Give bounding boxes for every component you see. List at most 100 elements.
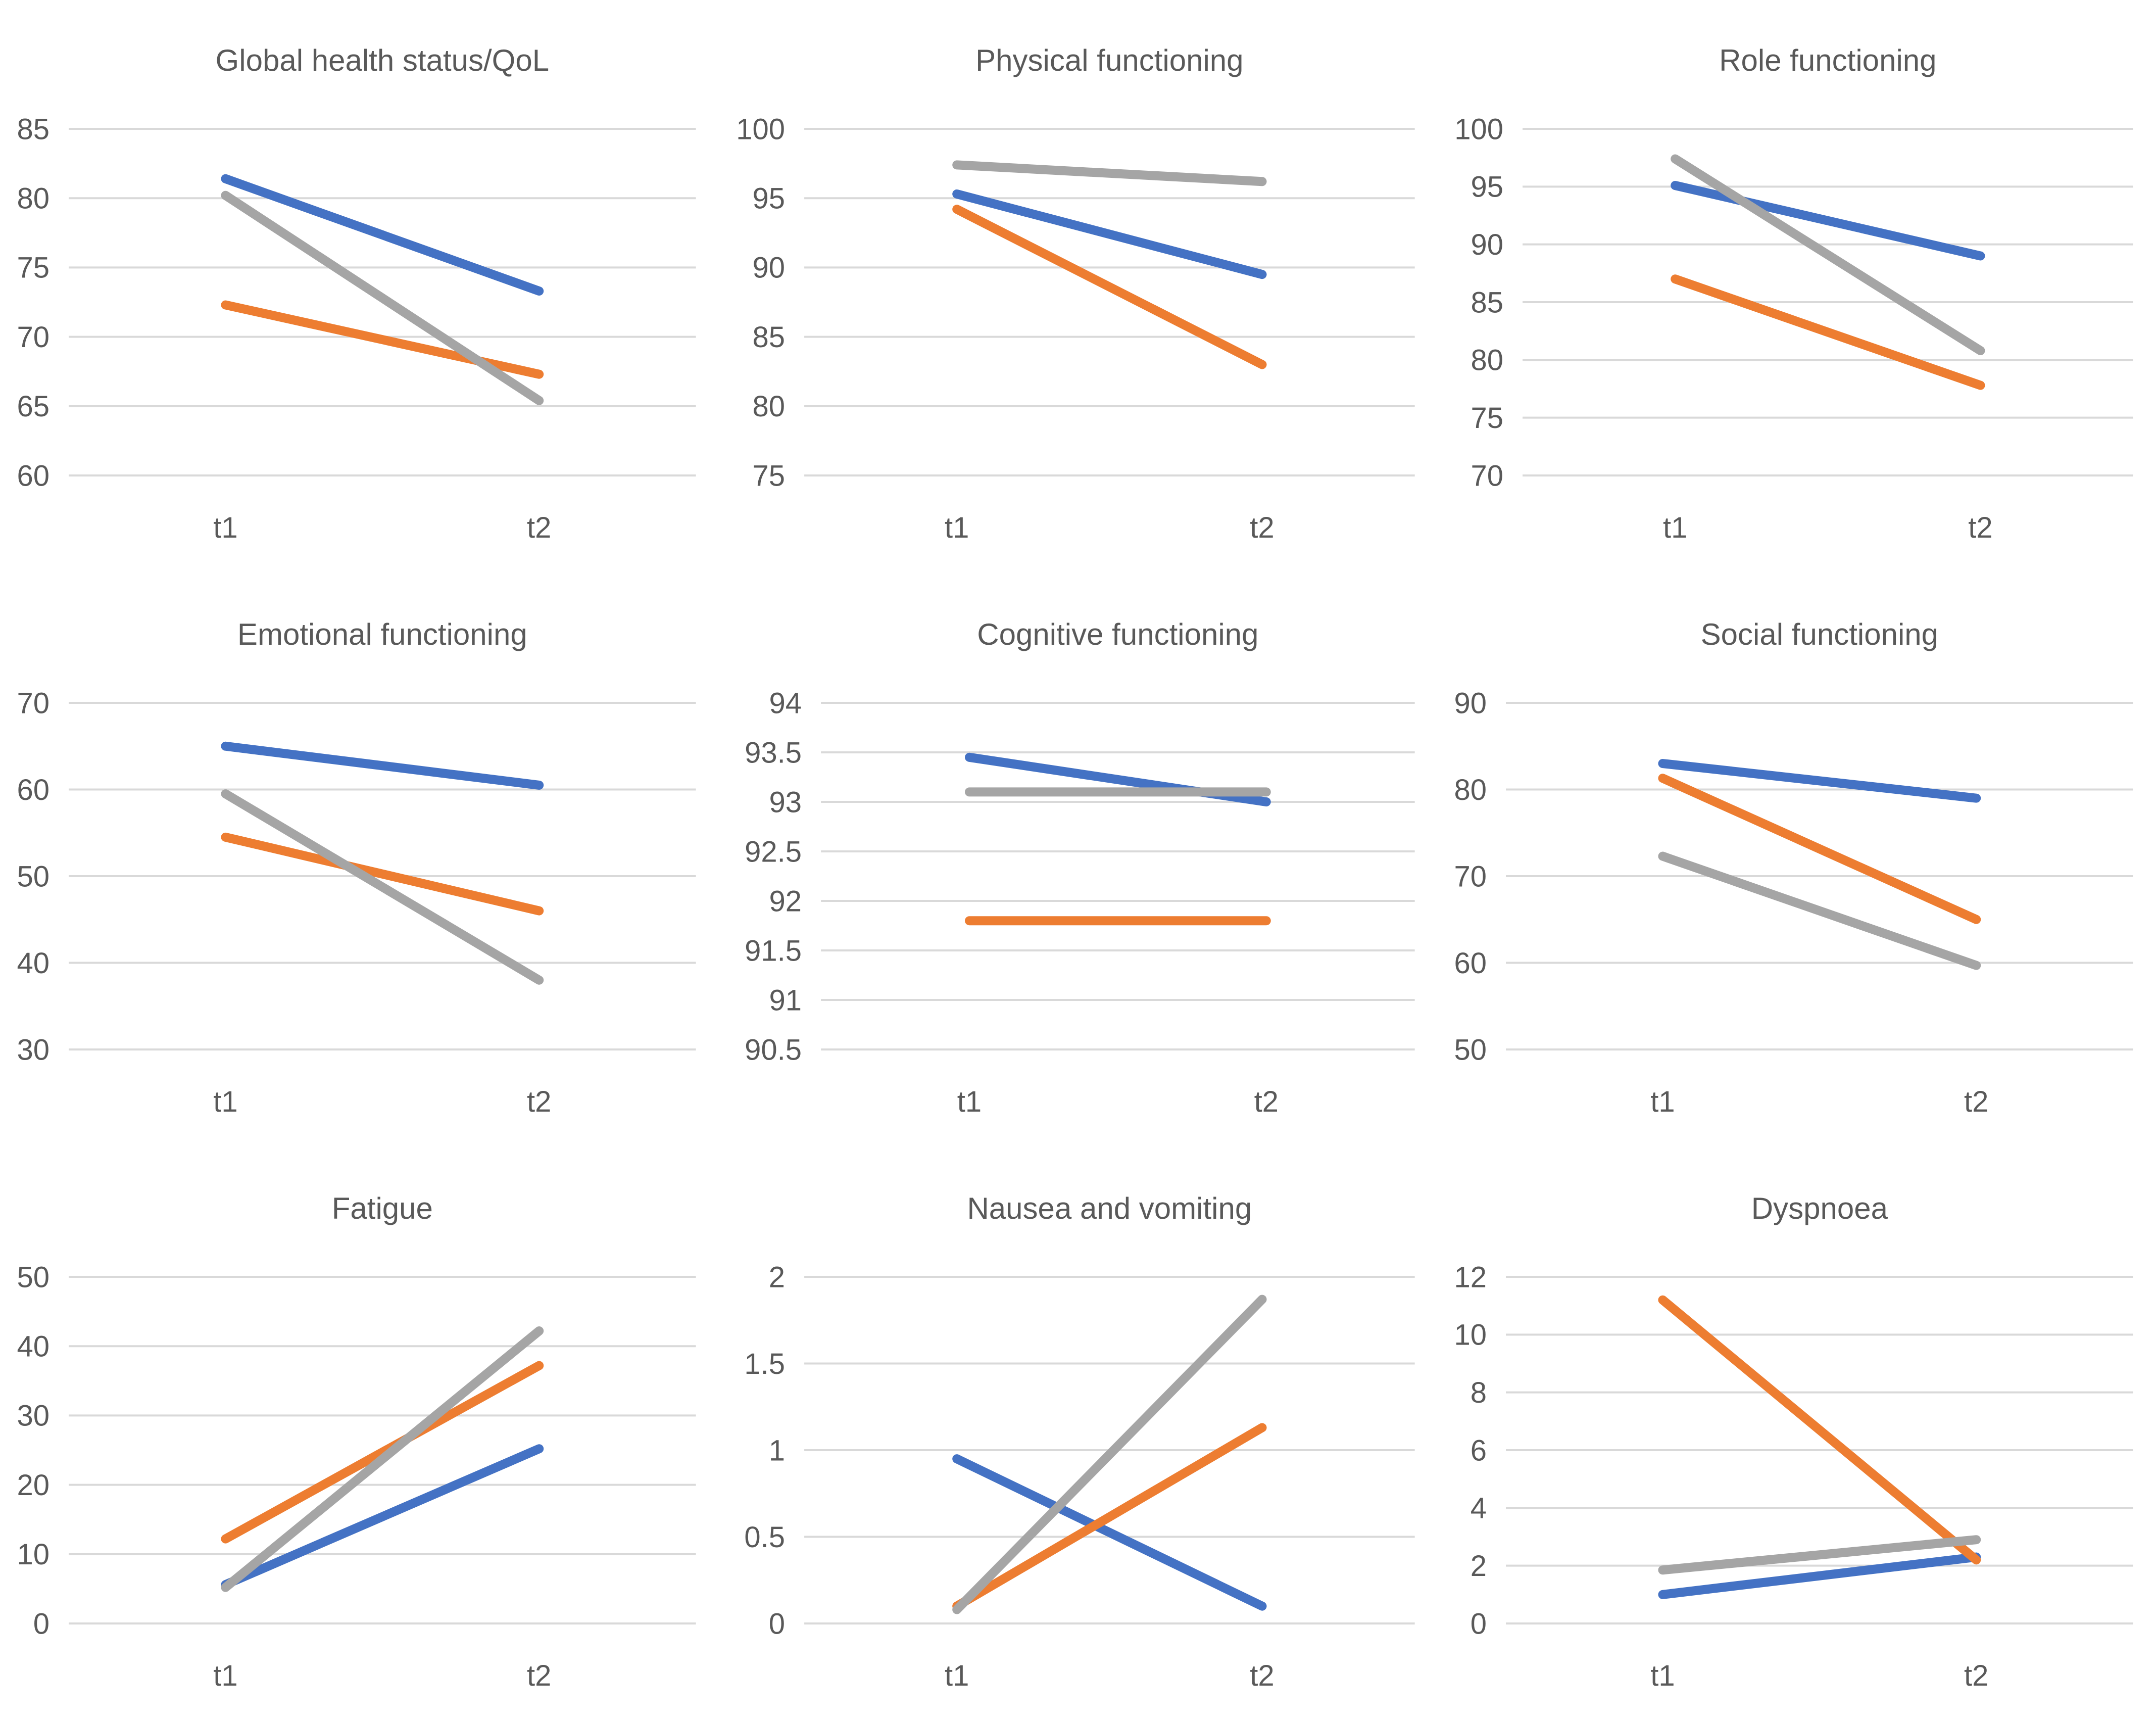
y-tick-label: 20 bbox=[17, 1469, 50, 1502]
x-tick-label: t1 bbox=[213, 511, 237, 544]
line-series3-gray bbox=[221, 789, 544, 985]
y-tick-label: 75 bbox=[17, 252, 50, 284]
y-tick-label: 6 bbox=[1471, 1434, 1487, 1467]
y-tick-label: 92.5 bbox=[745, 835, 802, 868]
chart-title: Emotional functioning bbox=[237, 617, 527, 651]
y-tick-label: 4 bbox=[1471, 1492, 1487, 1525]
x-tick-label: t2 bbox=[1969, 511, 1993, 544]
y-tick-label: 50 bbox=[17, 1261, 50, 1294]
line-series2-orange bbox=[221, 832, 544, 916]
y-tick-label: 10 bbox=[1454, 1319, 1487, 1352]
x-tick-label: t2 bbox=[527, 1659, 551, 1692]
line-series2-orange bbox=[952, 1423, 1267, 1611]
chart-title: Social functioning bbox=[1701, 617, 1938, 651]
y-tick-label: 95 bbox=[1471, 171, 1504, 204]
line-series3-gray bbox=[1658, 851, 1981, 970]
x-tick-label: t1 bbox=[213, 1659, 237, 1692]
y-tick-label: 70 bbox=[17, 687, 50, 720]
x-tick-label: t1 bbox=[1663, 511, 1687, 544]
chart-panel-social-functioning: Social functioning 90 80 70 60 50 t1 t2 bbox=[1437, 574, 2156, 1148]
x-tick-label: t2 bbox=[527, 1085, 551, 1118]
chart-panel-nausea-vomiting: Nausea and vomiting 2 1.5 1 0.5 0 t1 t2 bbox=[719, 1148, 1438, 1722]
chart-canvas-cognitive-functioning: Cognitive functioning 94 93.5 93 92.5 92 91.5 9… bbox=[745, 617, 1415, 1118]
y-tick-label: 80 bbox=[1454, 774, 1487, 806]
chart-canvas-dyspnoea: Dyspnoea 12 10 8 6 4 2 0 t1 t2 bbox=[1454, 1191, 2133, 1692]
chart-title: Nausea and vomiting bbox=[967, 1191, 1252, 1225]
chart-panel-cognitive-functioning: Cognitive functioning 94 93.5 93 92.5 92 91.5 9… bbox=[719, 574, 1438, 1148]
y-tick-label: 93.5 bbox=[745, 736, 802, 769]
y-tick-label: 91.5 bbox=[745, 934, 802, 967]
x-tick-label: t2 bbox=[1964, 1085, 1988, 1118]
y-tick-label: 1 bbox=[768, 1434, 785, 1467]
x-tick-label: t1 bbox=[213, 1085, 237, 1118]
y-tick-label: 94 bbox=[769, 687, 802, 720]
y-tick-label: 0 bbox=[768, 1607, 785, 1640]
line-series1-blue bbox=[952, 1454, 1267, 1611]
y-tick-label: 2 bbox=[1471, 1550, 1487, 1583]
y-tick-label: 90 bbox=[1454, 687, 1487, 720]
y-tick-label: 30 bbox=[17, 1400, 50, 1432]
y-tick-label: 0 bbox=[1471, 1607, 1487, 1640]
chart-title: Physical functioning bbox=[975, 43, 1243, 77]
y-tick-label: 85 bbox=[752, 321, 785, 354]
y-tick-label: 93 bbox=[769, 786, 802, 819]
y-tick-label: 92 bbox=[769, 885, 802, 918]
y-tick-label: 50 bbox=[17, 860, 50, 893]
y-tick-label: 85 bbox=[17, 113, 50, 146]
line-series1-blue bbox=[221, 741, 544, 790]
line-series3-gray bbox=[221, 190, 544, 405]
x-tick-label: t2 bbox=[1250, 511, 1274, 544]
line-series2-orange bbox=[221, 1361, 544, 1544]
x-tick-label: t2 bbox=[1964, 1659, 1988, 1692]
y-tick-label: 65 bbox=[17, 390, 50, 423]
y-tick-label: 95 bbox=[752, 182, 785, 215]
y-tick-label: 85 bbox=[1471, 286, 1504, 319]
line-series2-orange bbox=[221, 300, 544, 379]
y-tick-label: 60 bbox=[1454, 947, 1487, 980]
chart-panel-role-functioning: Role functioning 100 95 90 85 80 75 70 t1 t2 bbox=[1437, 0, 2156, 574]
chart-canvas-social-functioning: Social functioning 90 80 70 60 50 t1 t2 bbox=[1454, 617, 2133, 1118]
y-tick-label: 75 bbox=[752, 459, 785, 492]
line-series1-blue bbox=[1658, 1552, 1981, 1599]
chart-title: Dyspnoea bbox=[1751, 1191, 1888, 1225]
chart-panel-physical-functioning: Physical functioning 100 95 90 85 80 75 t1 t2 bbox=[719, 0, 1438, 574]
y-tick-label: 100 bbox=[1455, 113, 1504, 146]
y-tick-label: 90 bbox=[752, 252, 785, 284]
y-tick-label: 91 bbox=[769, 984, 802, 1017]
line-series3-gray bbox=[952, 160, 1267, 186]
x-tick-label: t1 bbox=[957, 1085, 981, 1118]
line-series3-gray bbox=[1658, 1535, 1981, 1575]
y-tick-label: 70 bbox=[1471, 459, 1504, 492]
y-tick-label: 30 bbox=[17, 1033, 50, 1066]
chart-panel-fatigue: Fatigue 50 40 30 20 10 0 t1 t2 bbox=[0, 1148, 719, 1722]
x-tick-label: t1 bbox=[1651, 1659, 1675, 1692]
x-tick-label: t2 bbox=[1250, 1659, 1274, 1692]
y-tick-label: 50 bbox=[1454, 1033, 1487, 1066]
y-tick-label: 60 bbox=[17, 774, 50, 806]
x-tick-label: t1 bbox=[945, 511, 969, 544]
chart-title: Role functioning bbox=[1719, 43, 1936, 77]
chart-title: Global health status/QoL bbox=[216, 43, 550, 77]
x-tick-label: t2 bbox=[1254, 1085, 1278, 1118]
x-tick-label: t1 bbox=[945, 1659, 969, 1692]
y-tick-label: 80 bbox=[1471, 344, 1504, 377]
chart-canvas-emotional-functioning: Emotional functioning 70 60 50 40 30 t1 t2 bbox=[17, 617, 696, 1118]
y-tick-label: 80 bbox=[752, 390, 785, 423]
y-tick-label: 0.5 bbox=[744, 1521, 785, 1554]
chart-canvas-global-health: Global health status/QoL 85 80 75 70 65 60 t1 t2 bbox=[17, 43, 696, 544]
chart-panel-emotional-functioning: Emotional functioning 70 60 50 40 30 t1 t2 bbox=[0, 574, 719, 1148]
x-tick-label: t2 bbox=[527, 511, 551, 544]
chart-canvas-nausea-vomiting: Nausea and vomiting 2 1.5 1 0.5 0 t1 t2 bbox=[744, 1191, 1415, 1692]
y-tick-label: 40 bbox=[17, 1330, 50, 1363]
y-tick-label: 2 bbox=[768, 1261, 785, 1294]
line-series1-blue bbox=[221, 174, 544, 296]
line-series2-orange bbox=[1658, 1295, 1981, 1565]
line-series1-blue bbox=[952, 189, 1267, 279]
line-series3-gray bbox=[952, 1295, 1267, 1614]
y-tick-label: 40 bbox=[17, 947, 50, 980]
line-series2-orange bbox=[1671, 274, 1985, 390]
y-tick-label: 60 bbox=[17, 459, 50, 492]
chart-title: Cognitive functioning bbox=[977, 617, 1258, 651]
line-series2-orange bbox=[1658, 774, 1981, 924]
line-series1-blue bbox=[1671, 181, 1985, 261]
